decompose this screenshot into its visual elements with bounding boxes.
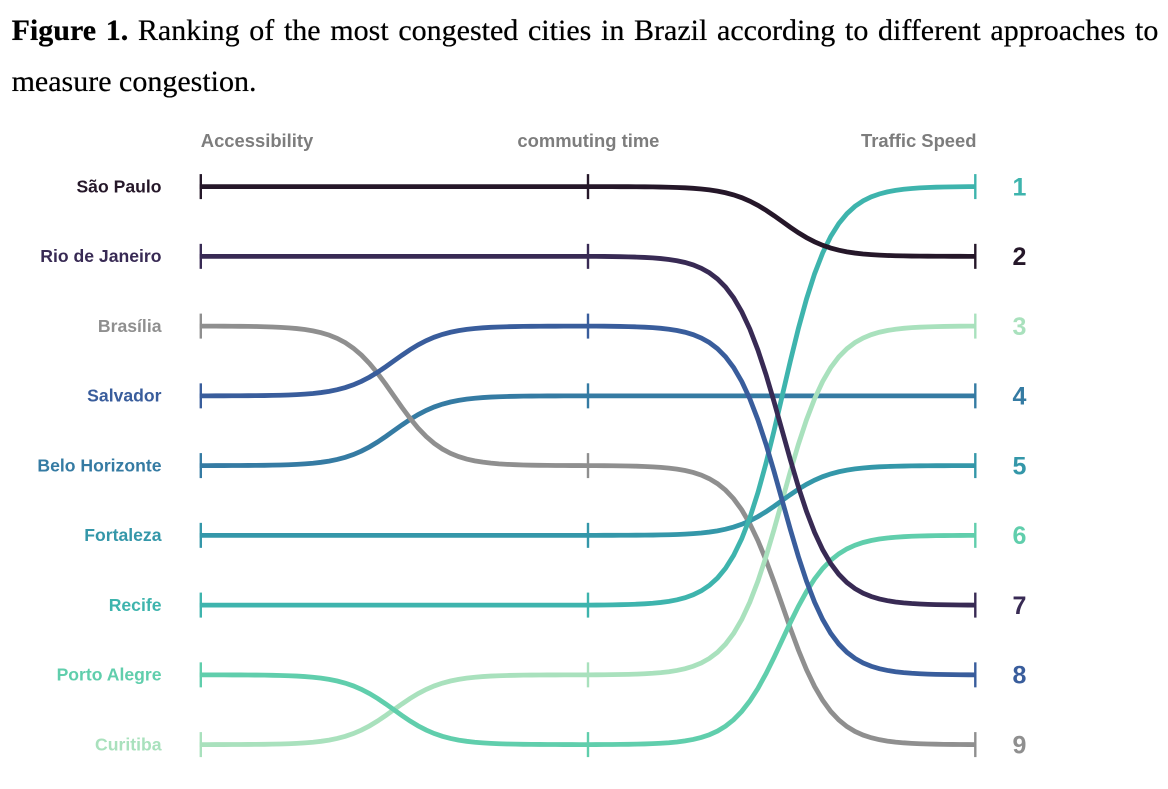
svg-text:São Paulo: São Paulo [76,176,161,196]
svg-text:6: 6 [1013,522,1027,550]
svg-text:7: 7 [1013,592,1027,620]
svg-text:3: 3 [1013,313,1027,341]
svg-text:Recife: Recife [109,595,162,615]
svg-text:Salvador: Salvador [87,386,161,406]
svg-text:2: 2 [1013,243,1027,271]
svg-text:4: 4 [1013,383,1027,411]
svg-text:Brasília: Brasília [98,316,162,336]
svg-text:9: 9 [1013,731,1027,759]
svg-text:Accessibility: Accessibility [201,130,314,151]
svg-text:commuting time: commuting time [517,130,659,151]
svg-text:8: 8 [1013,662,1027,690]
svg-text:1: 1 [1013,173,1027,201]
svg-text:Traffic Speed: Traffic Speed [861,130,977,151]
svg-text:Rio de Janeiro: Rio de Janeiro [40,246,161,266]
svg-text:Curitiba: Curitiba [95,734,162,754]
svg-text:Porto Alegre: Porto Alegre [57,665,162,685]
svg-text:Belo Horizonte: Belo Horizonte [37,455,161,475]
svg-text:Fortaleza: Fortaleza [84,525,161,545]
svg-text:5: 5 [1013,452,1027,480]
